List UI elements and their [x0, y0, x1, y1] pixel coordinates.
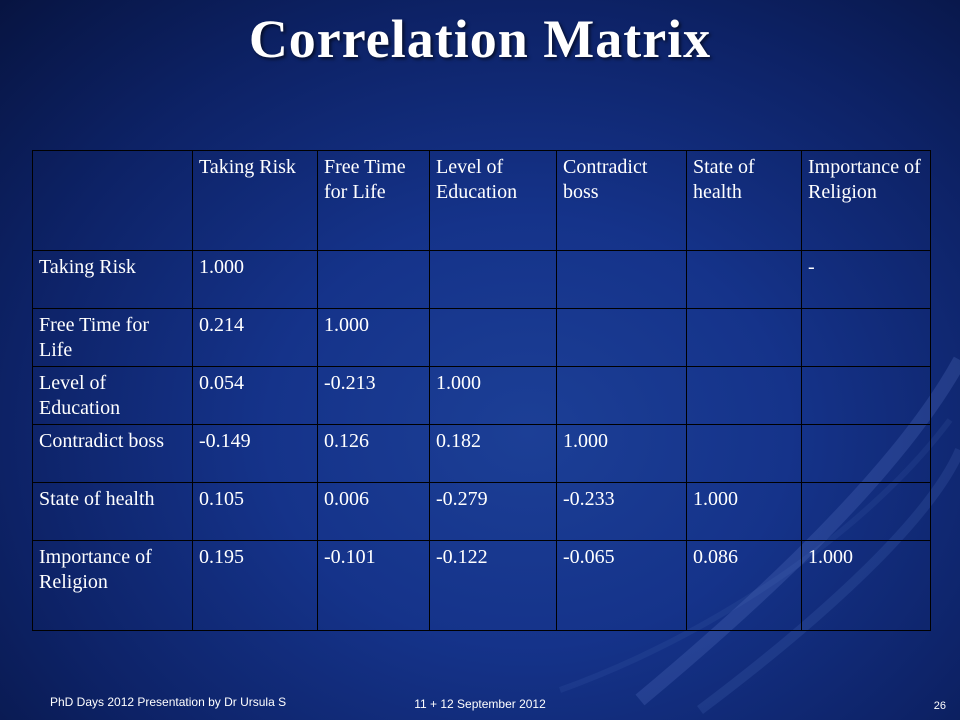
- row-label: State of health: [32, 482, 193, 541]
- footer-presenter: PhD Days 2012 Presentation by Dr Ursula …: [50, 695, 287, 709]
- table-cell: 1.000: [317, 308, 430, 367]
- table-cell: -0.233: [556, 482, 687, 541]
- table-cell: [556, 366, 687, 425]
- table-cell: [801, 424, 931, 483]
- footer-date: 11 + 12 September 2012: [414, 697, 546, 711]
- table-cell: 0.054: [192, 366, 318, 425]
- table-cell: 0.214: [192, 308, 318, 367]
- row-label: Importance of Religion: [32, 540, 193, 631]
- table-cell: -0.122: [429, 540, 557, 631]
- table-cell: 1.000: [192, 250, 318, 309]
- table-row: Taking Risk 1.000 -: [32, 250, 931, 309]
- row-label: Taking Risk: [32, 250, 193, 309]
- correlation-matrix-table: Taking Risk Free Time for Life Level of …: [32, 150, 931, 631]
- header-cell: Free Time for Life: [317, 150, 430, 251]
- table-cell: [317, 250, 430, 309]
- table-cell: [801, 308, 931, 367]
- page-number: 26: [933, 700, 946, 712]
- table-row: Importance of Religion 0.195 -0.101 -0.1…: [32, 540, 931, 631]
- table-cell: [556, 308, 687, 367]
- header-cell-corner: [32, 150, 193, 251]
- row-label: Contradict boss: [32, 424, 193, 483]
- table-cell: [686, 250, 802, 309]
- table-cell: [801, 366, 931, 425]
- slide-title: Correlation Matrix: [248, 9, 712, 69]
- header-cell: Importance of Religion: [801, 150, 931, 251]
- table-cell: 1.000: [556, 424, 687, 483]
- table-cell: 0.086: [686, 540, 802, 631]
- row-label: Free Time for Life: [32, 308, 193, 367]
- table-cell: 0.126: [317, 424, 430, 483]
- row-label: Level of Education: [32, 366, 193, 425]
- header-row: Taking Risk Free Time for Life Level of …: [32, 150, 931, 251]
- table-cell: [556, 250, 687, 309]
- table-cell: [801, 482, 931, 541]
- table-cell: -: [801, 250, 931, 309]
- table-row: Level of Education 0.054 -0.213 1.000: [32, 366, 931, 425]
- table-cell: [686, 366, 802, 425]
- table-cell: [429, 308, 557, 367]
- header-cell: Contradict boss: [556, 150, 687, 251]
- table-cell: 0.105: [192, 482, 318, 541]
- table-cell: 0.182: [429, 424, 557, 483]
- table-cell: [686, 424, 802, 483]
- table-row: Contradict boss -0.149 0.126 0.182 1.000: [32, 424, 931, 483]
- table-cell: -0.213: [317, 366, 430, 425]
- table-cell: -0.101: [317, 540, 430, 631]
- table-cell: [429, 250, 557, 309]
- table-cell: 1.000: [801, 540, 931, 631]
- table-cell: -0.279: [429, 482, 557, 541]
- table-cell: [686, 308, 802, 367]
- header-cell: Taking Risk: [192, 150, 318, 251]
- table-cell: 0.195: [192, 540, 318, 631]
- table-row: State of health 0.105 0.006 -0.279 -0.23…: [32, 482, 931, 541]
- table-row: Free Time for Life 0.214 1.000: [32, 308, 931, 367]
- table-cell: -0.065: [556, 540, 687, 631]
- header-cell: Level of Education: [429, 150, 557, 251]
- table-cell: 1.000: [429, 366, 557, 425]
- table-cell: 1.000: [686, 482, 802, 541]
- table-cell: 0.006: [317, 482, 430, 541]
- table-cell: -0.149: [192, 424, 318, 483]
- header-cell: State of health: [686, 150, 802, 251]
